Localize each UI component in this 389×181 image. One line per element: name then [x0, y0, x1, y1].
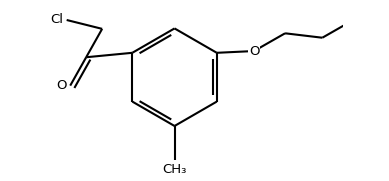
Text: CH₃: CH₃ — [162, 163, 187, 176]
Text: Cl: Cl — [50, 14, 63, 26]
Text: O: O — [56, 79, 67, 92]
Text: O: O — [249, 45, 259, 58]
